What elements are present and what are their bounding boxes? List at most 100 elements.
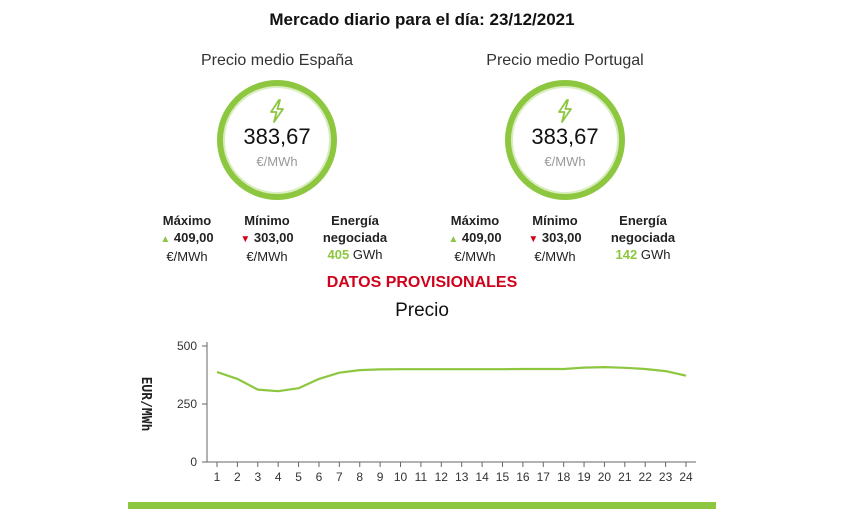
- energy-value: 405: [327, 247, 350, 262]
- x-tick-label: 11: [415, 470, 428, 484]
- x-tick-label: 22: [639, 470, 653, 484]
- data-point: [215, 369, 220, 374]
- max-unit: €/MWh: [166, 249, 208, 264]
- max-label: Máximo: [162, 213, 212, 228]
- x-tick-label: 12: [435, 470, 449, 484]
- max-value: 409,00: [461, 230, 502, 245]
- data-point: [276, 389, 281, 394]
- energy-stat: Energía negociada 142 GWh: [598, 212, 688, 263]
- price-ring: 383,67 €/MWh: [217, 80, 337, 200]
- x-tick-label: 8: [356, 470, 363, 484]
- x-tick-label: 5: [295, 470, 302, 484]
- x-tick-label: 19: [577, 470, 591, 484]
- x-tick-label: 2: [234, 470, 241, 484]
- triangle-up-icon: ▲: [448, 234, 459, 245]
- min-unit: €/MWh: [534, 249, 576, 264]
- energy-unit: GWh: [640, 247, 671, 262]
- x-tick-label: 6: [316, 470, 323, 484]
- data-point: [296, 386, 301, 391]
- data-point: [235, 376, 240, 381]
- x-tick-label: 13: [455, 470, 469, 484]
- data-point: [582, 365, 587, 370]
- page-title: Mercado diario para el día: 23/12/2021: [269, 10, 575, 29]
- data-point: [561, 366, 566, 371]
- x-tick-label: 15: [496, 470, 510, 484]
- data-point: [520, 366, 525, 371]
- min-unit: €/MWh: [246, 249, 288, 264]
- data-point: [439, 367, 444, 372]
- min-value: 303,00: [541, 230, 582, 245]
- data-point: [378, 367, 383, 372]
- y-axis-label: EUR/MWh: [138, 377, 153, 432]
- market-stats: Máximo ▲ 409,00 €/MWh Mínimo ▼ 303,00 €/…: [152, 212, 402, 272]
- x-tick-label: 17: [537, 470, 551, 484]
- market-label: Precio medio Portugal: [486, 52, 644, 69]
- average-price: 383,67: [243, 124, 311, 149]
- market-spain: Precio medio España 383,67 €/MWh Máximo …: [152, 52, 402, 272]
- x-tick-label: 14: [475, 470, 489, 484]
- energy-stat: Energía negociada 405 GWh: [310, 212, 400, 263]
- energy-unit: GWh: [352, 247, 383, 262]
- triangle-up-icon: ▲: [160, 234, 171, 245]
- x-tick-label: 16: [516, 470, 530, 484]
- x-tick-label: 9: [377, 470, 384, 484]
- bottom-accent-bar: [128, 502, 716, 509]
- chart-title: Precio: [395, 300, 449, 321]
- y-tick-label: 0: [190, 455, 197, 469]
- y-tick-label: 500: [177, 339, 197, 353]
- min-stat: Mínimo ▼ 303,00 €/MWh: [232, 212, 302, 265]
- data-point: [357, 368, 362, 373]
- data-point: [480, 367, 485, 372]
- max-stat: Máximo ▲ 409,00 €/MWh: [152, 212, 222, 265]
- series-line-precio: [216, 366, 687, 393]
- data-point: [541, 366, 546, 371]
- x-tick-label: 20: [598, 470, 612, 484]
- data-point: [622, 365, 627, 370]
- y-tick-label: 250: [177, 397, 197, 411]
- data-point: [255, 387, 260, 392]
- data-point: [337, 370, 342, 375]
- average-price-unit: €/MWh: [256, 154, 298, 169]
- average-price-unit: €/MWh: [544, 154, 586, 169]
- min-stat: Mínimo ▼ 303,00 €/MWh: [520, 212, 590, 265]
- x-tick-label: 7: [336, 470, 343, 484]
- max-stat: Máximo ▲ 409,00 €/MWh: [440, 212, 510, 265]
- energy-label-1: Energía: [619, 213, 667, 228]
- max-unit: €/MWh: [454, 249, 496, 264]
- market-portugal: Precio medio Portugal 383,67 €/MWh Máxim…: [440, 52, 690, 272]
- data-point: [684, 373, 689, 378]
- min-label: Mínimo: [532, 213, 578, 228]
- energy-value: 142: [615, 247, 638, 262]
- energy-label-2: negociada: [322, 230, 388, 245]
- data-point: [316, 376, 321, 381]
- min-label: Mínimo: [244, 213, 290, 228]
- max-label: Máximo: [450, 213, 500, 228]
- triangle-down-icon: ▼: [240, 234, 251, 245]
- data-point: [418, 367, 423, 372]
- x-tick-label: 10: [394, 470, 408, 484]
- data-point: [643, 366, 648, 371]
- energy-label-1: Energía: [331, 213, 379, 228]
- energy-label-2: negociada: [610, 230, 676, 245]
- x-tick-label: 4: [275, 470, 282, 484]
- x-tick-label: 1: [214, 470, 221, 484]
- market-label: Precio medio España: [200, 52, 354, 69]
- average-price: 383,67: [531, 124, 599, 149]
- x-tick-label: 23: [659, 470, 673, 484]
- max-value: 409,00: [173, 230, 214, 245]
- x-tick-label: 18: [557, 470, 571, 484]
- price-ring: 383,67 €/MWh: [505, 80, 625, 200]
- x-tick-label: 3: [254, 470, 261, 484]
- triangle-down-icon: ▼: [528, 234, 539, 245]
- data-point: [459, 367, 464, 372]
- data-point: [663, 369, 668, 374]
- min-value: 303,00: [253, 230, 294, 245]
- x-tick-label: 24: [679, 470, 693, 484]
- lightning-bolt-icon: [270, 99, 284, 123]
- market-stats: Máximo ▲ 409,00 €/MWh Mínimo ▼ 303,00 €/…: [440, 212, 690, 272]
- data-point: [500, 367, 505, 372]
- provisional-data-notice: DATOS PROVISIONALES: [326, 274, 518, 291]
- data-point: [602, 365, 607, 370]
- x-tick-label: 21: [618, 470, 632, 484]
